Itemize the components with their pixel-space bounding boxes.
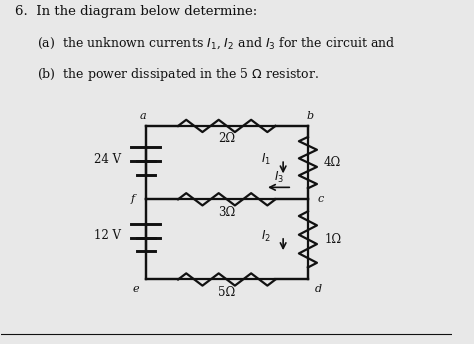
Text: e: e: [132, 284, 139, 294]
Text: 5Ω: 5Ω: [218, 286, 236, 299]
Text: 1Ω: 1Ω: [324, 233, 341, 246]
Text: (a)  the unknown currents $I_1$, $I_2$ and $I_3$ for the circuit and: (a) the unknown currents $I_1$, $I_2$ an…: [37, 35, 396, 51]
Text: 3Ω: 3Ω: [218, 206, 236, 219]
Text: $I_1$: $I_1$: [261, 152, 271, 167]
Text: d: d: [314, 284, 321, 294]
Text: 12 V: 12 V: [94, 229, 121, 243]
Text: 24 V: 24 V: [94, 153, 121, 166]
Text: (b)  the power dissipated in the 5 $\Omega$ resistor.: (b) the power dissipated in the 5 $\Omeg…: [37, 66, 319, 83]
Text: c: c: [318, 194, 324, 204]
Text: $I_2$: $I_2$: [261, 228, 271, 244]
Text: f: f: [131, 194, 135, 204]
Text: $I_3$: $I_3$: [273, 170, 283, 185]
Text: 6.  In the diagram below determine:: 6. In the diagram below determine:: [15, 5, 257, 18]
Text: a: a: [140, 111, 146, 121]
Text: b: b: [307, 111, 314, 121]
Text: 4Ω: 4Ω: [324, 156, 341, 169]
Text: 2Ω: 2Ω: [218, 132, 236, 146]
